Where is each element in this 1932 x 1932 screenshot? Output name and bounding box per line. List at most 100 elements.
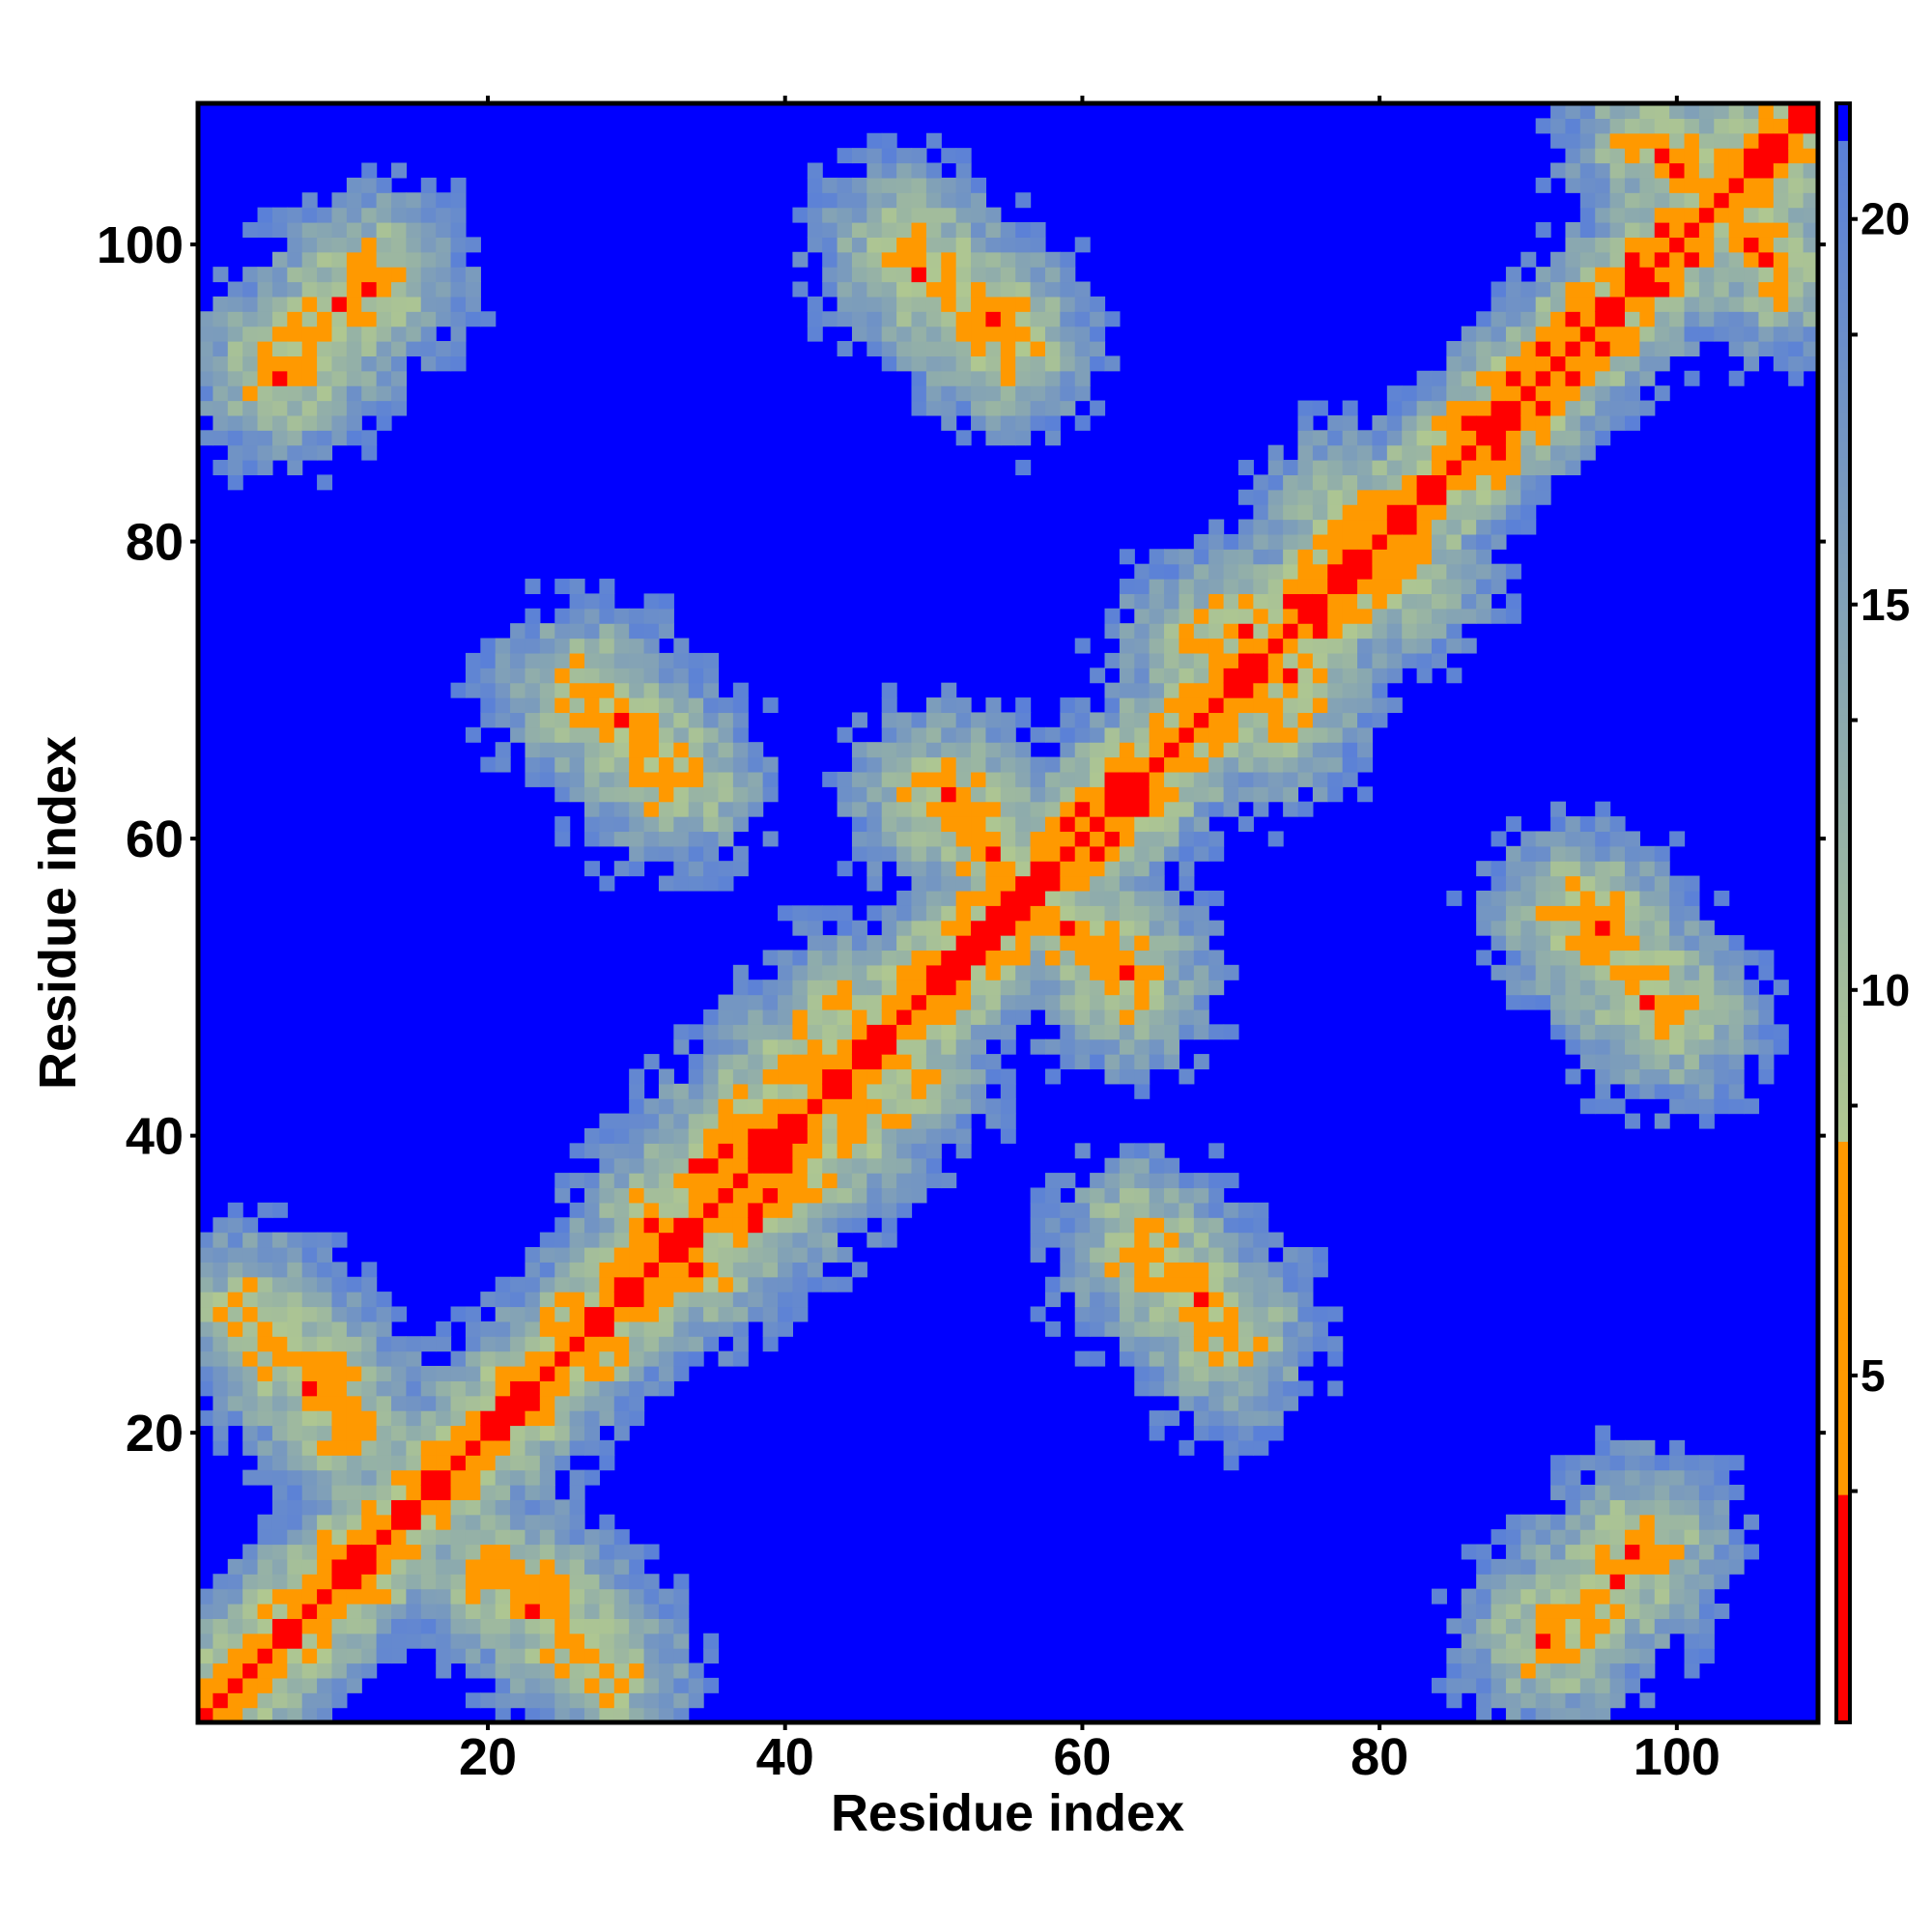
- heatmap-cell: [391, 1529, 407, 1546]
- heatmap-cell: [955, 1098, 972, 1115]
- heatmap-cells: [198, 103, 1819, 1723]
- heatmap-cell: [554, 1262, 571, 1278]
- heatmap-cell: [762, 1068, 779, 1085]
- heatmap-cell: [271, 1618, 288, 1634]
- heatmap-cell: [778, 1038, 794, 1055]
- heatmap-cell: [1698, 192, 1715, 209]
- heatmap-cell: [643, 697, 660, 714]
- heatmap-cell: [1208, 1380, 1225, 1397]
- colorbar-segment: [1836, 295, 1850, 303]
- heatmap-cell: [1505, 608, 1521, 624]
- heatmap-cell: [1134, 579, 1151, 595]
- heatmap-cell: [1684, 905, 1700, 922]
- heatmap-cell: [703, 1292, 720, 1308]
- heatmap-cell: [896, 341, 913, 356]
- heatmap-cell: [213, 1648, 229, 1664]
- heatmap-cell: [971, 771, 987, 787]
- colorbar-segment: [1836, 677, 1850, 686]
- heatmap-cell: [1624, 341, 1640, 356]
- heatmap-cell: [1446, 460, 1463, 476]
- heatmap-cell: [778, 1187, 794, 1204]
- heatmap-cell: [867, 162, 883, 179]
- heatmap-cell: [1149, 1410, 1165, 1427]
- heatmap-cell: [673, 861, 690, 877]
- heatmap-cell: [911, 192, 927, 209]
- heatmap-cell: [569, 1262, 585, 1278]
- heatmap-cell: [584, 1574, 601, 1590]
- heatmap-cell: [1669, 905, 1686, 922]
- colorbar-segment: [1836, 1692, 1850, 1701]
- heatmap-cell: [1193, 1425, 1209, 1441]
- heatmap-cell: [1312, 400, 1328, 416]
- heatmap-cell: [1267, 563, 1284, 580]
- heatmap-cell: [1208, 1173, 1225, 1189]
- heatmap-cell: [881, 935, 897, 952]
- heatmap-cell: [629, 608, 645, 624]
- heatmap-cell: [941, 875, 957, 892]
- heatmap-cell: [1728, 118, 1745, 134]
- heatmap-cell: [301, 1425, 318, 1441]
- heatmap-cell: [287, 1558, 303, 1575]
- heatmap-cell: [271, 296, 288, 312]
- heatmap-cell: [1223, 1306, 1239, 1322]
- heatmap-cell: [1104, 697, 1121, 714]
- heatmap-cell: [287, 1365, 303, 1381]
- heatmap-cell: [1579, 935, 1596, 952]
- heatmap-cell: [1698, 132, 1715, 149]
- heatmap-cell: [971, 964, 987, 980]
- heatmap-cell: [925, 1098, 942, 1115]
- heatmap-cell: [1312, 504, 1328, 521]
- heatmap-cell: [673, 1321, 690, 1337]
- colorbar-segment: [1836, 1265, 1850, 1275]
- colorbar-segment: [1836, 1670, 1850, 1680]
- heatmap-cell: [837, 1068, 853, 1085]
- heatmap-cell: [242, 1217, 259, 1234]
- heatmap-cell: [1431, 489, 1447, 505]
- colorbar-segment: [1836, 390, 1850, 399]
- heatmap-cell: [762, 1113, 779, 1129]
- heatmap-cell: [613, 1306, 630, 1322]
- heatmap-cell: [584, 756, 601, 773]
- heatmap-cell: [1193, 652, 1209, 668]
- heatmap-cell: [925, 370, 942, 386]
- heatmap-cell: [510, 1618, 526, 1634]
- heatmap-cell: [851, 311, 867, 327]
- heatmap-cell: [837, 1054, 853, 1070]
- heatmap-cell: [584, 1618, 601, 1634]
- heatmap-cell: [718, 861, 734, 877]
- heatmap-cell: [480, 1662, 497, 1679]
- heatmap-cell: [1698, 920, 1715, 936]
- heatmap-cell: [1090, 816, 1106, 833]
- heatmap-cell: [1372, 504, 1388, 521]
- heatmap-cell: [1327, 1336, 1344, 1352]
- heatmap-cell: [420, 1558, 437, 1575]
- heatmap-cell: [971, 980, 987, 996]
- heatmap-cell: [599, 1662, 615, 1679]
- heatmap-cell: [539, 1707, 555, 1723]
- heatmap-cell: [1476, 1544, 1492, 1560]
- heatmap-cell: [317, 444, 333, 461]
- heatmap-cell: [1134, 980, 1151, 996]
- heatmap-cell: [1119, 668, 1135, 684]
- heatmap-cell: [1609, 296, 1626, 312]
- heatmap-cell: [1267, 1380, 1284, 1397]
- heatmap-cell: [896, 726, 913, 743]
- heatmap-cell: [301, 237, 318, 253]
- heatmap-cell: [554, 786, 571, 803]
- heatmap-cell: [361, 1410, 378, 1427]
- colorbar-segment: [1836, 449, 1850, 458]
- heatmap-cell: [1297, 623, 1314, 639]
- heatmap-cell: [317, 1588, 333, 1605]
- heatmap-cell: [376, 1469, 392, 1486]
- heatmap-cell: [1179, 950, 1195, 966]
- heatmap-cell: [1000, 1038, 1016, 1055]
- heatmap-cell: [643, 1173, 660, 1189]
- heatmap-cell: [1386, 474, 1403, 491]
- heatmap-cell: [896, 935, 913, 952]
- heatmap-cell: [613, 652, 630, 668]
- heatmap-cell: [1090, 831, 1106, 847]
- heatmap-cell: [1595, 1529, 1611, 1546]
- heatmap-cell: [1267, 682, 1284, 698]
- heatmap-cell: [881, 296, 897, 312]
- colorbar-segment: [1836, 1493, 1850, 1503]
